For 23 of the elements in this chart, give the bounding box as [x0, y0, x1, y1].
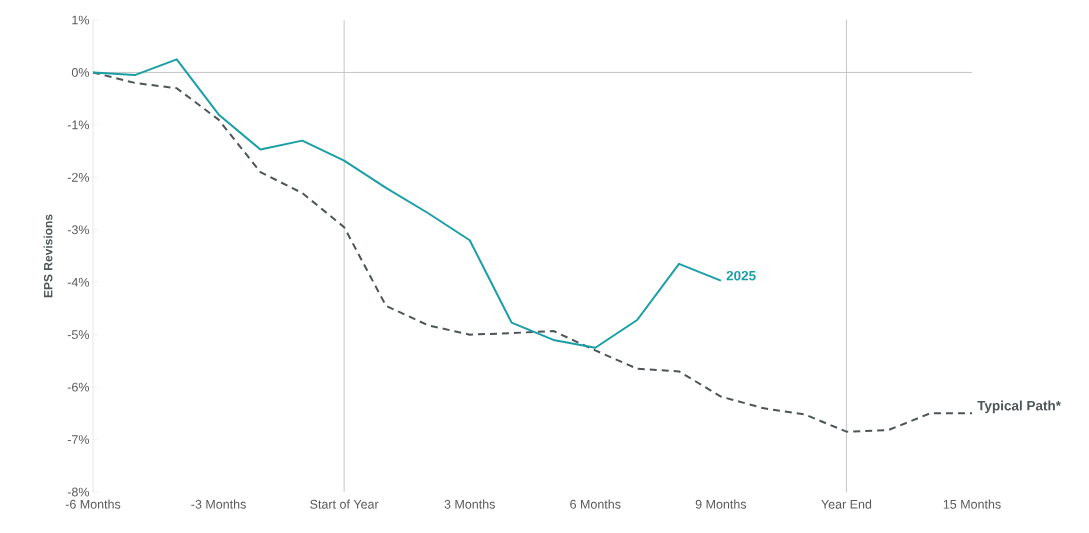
- x-tick-label: 15 Months: [943, 499, 1001, 509]
- y-tick-label: -4%: [67, 277, 90, 287]
- x-tick-label: Start of Year: [310, 499, 379, 509]
- y-axis-title: EPS Revisions: [43, 214, 53, 298]
- y-tick-label: -1%: [67, 120, 90, 130]
- x-tick-label: 6 Months: [570, 499, 621, 509]
- y-tick-label: -6%: [67, 382, 90, 392]
- y-tick-label: -3%: [67, 225, 90, 235]
- x-tick-label: -3 Months: [191, 499, 246, 509]
- y-tick-label: -2%: [67, 172, 90, 182]
- y-tick-label: 0%: [71, 68, 90, 77]
- y-tick-label: -7%: [67, 435, 90, 444]
- y-tick-label: -8%: [67, 487, 90, 497]
- x-tick-label: 3 Months: [444, 499, 495, 509]
- x-tick-label: -6 Months: [65, 499, 121, 509]
- line-series: [92, 58, 722, 349]
- line-series: [92, 71, 974, 433]
- series-label: Typical Path*: [977, 400, 1061, 414]
- x-tick-label: 9 Months: [695, 499, 747, 509]
- x-tick-label: Year End: [821, 499, 872, 509]
- y-tick-label: -5%: [67, 330, 90, 340]
- y-tick-label: 1%: [72, 15, 90, 25]
- series-label: 2025: [726, 270, 756, 281]
